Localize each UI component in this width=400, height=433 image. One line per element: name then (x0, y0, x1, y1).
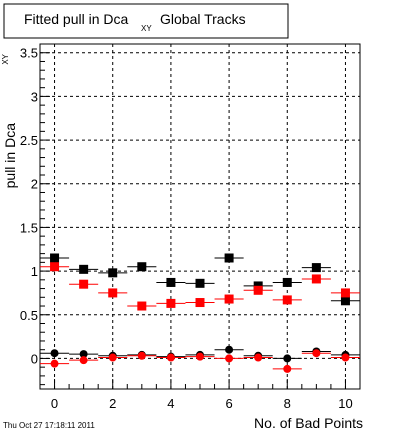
data-point-circle (225, 345, 234, 354)
chart-title: Fitted pull in Dca (24, 11, 128, 27)
data-point-square (311, 263, 321, 273)
chart-title-suffix: Global Tracks (160, 11, 246, 27)
data-point-square (340, 296, 350, 306)
chart-title-subscript: XY (141, 24, 152, 33)
y-tick-label: 0.5 (20, 308, 38, 323)
data-point-square (311, 274, 321, 284)
x-axis-title: No. of Bad Points (254, 415, 363, 431)
data-point-circle (254, 353, 263, 362)
x-tick-label: 8 (284, 396, 291, 411)
x-tick-label: 2 (109, 396, 116, 411)
data-point-square (79, 279, 89, 289)
timestamp: Thu Oct 27 17:18:11 2011 (3, 421, 95, 430)
data-point-circle (225, 354, 234, 363)
y-axis-title-superscript: XY (1, 53, 10, 64)
y-axis-title: pull in Dca (2, 123, 18, 189)
data-point-square (108, 288, 118, 298)
data-point-square (224, 294, 234, 304)
data-point-square (79, 264, 89, 274)
data-point-square (224, 253, 234, 263)
data-point-circle (166, 353, 175, 362)
plot-frame (39, 43, 361, 390)
data-point-circle (108, 353, 117, 362)
y-tick-label: 0 (31, 351, 38, 366)
data-point-circle (50, 359, 59, 368)
data-point-circle (50, 349, 59, 358)
data-point-square (282, 295, 292, 305)
y-tick-label: 3.5 (20, 46, 38, 61)
x-tick-label: 0 (51, 396, 58, 411)
data-point-circle (137, 351, 146, 360)
data-marks (40, 253, 360, 373)
y-tick-label: 2.5 (20, 133, 38, 148)
x-tick-label: 6 (225, 396, 232, 411)
y-tick-label: 1 (31, 264, 38, 279)
data-point-square (195, 298, 205, 308)
data-point-circle (196, 352, 204, 361)
data-point-square (137, 301, 147, 311)
data-point-square (50, 253, 60, 263)
data-point-square (166, 277, 176, 287)
data-point-circle (341, 353, 350, 362)
y-tick-label: 2 (31, 177, 38, 192)
data-point-square (282, 277, 292, 287)
x-tick-label: 10 (338, 396, 352, 411)
x-tick-label: 4 (167, 396, 174, 411)
data-point-square (253, 285, 263, 295)
axis-ticks (40, 52, 346, 389)
axis-tick-labels: 0 2 4 6 8 10 0 0.5 1 1.5 2 2.5 3 3.5 (20, 46, 353, 411)
data-point-square (195, 278, 205, 288)
data-point-circle (283, 354, 292, 363)
data-point-square (108, 268, 118, 278)
data-point-circle (79, 356, 88, 365)
grid (40, 44, 360, 389)
data-point-square (137, 262, 147, 272)
data-point-square (50, 262, 60, 272)
y-tick-label: 1.5 (20, 220, 38, 235)
data-point-circle (79, 350, 88, 359)
data-point-square (340, 288, 350, 298)
title-box (3, 3, 289, 39)
data-point-circle (312, 349, 321, 358)
data-point-square (166, 298, 176, 308)
data-point-circle (283, 364, 292, 373)
y-tick-label: 3 (31, 89, 38, 104)
